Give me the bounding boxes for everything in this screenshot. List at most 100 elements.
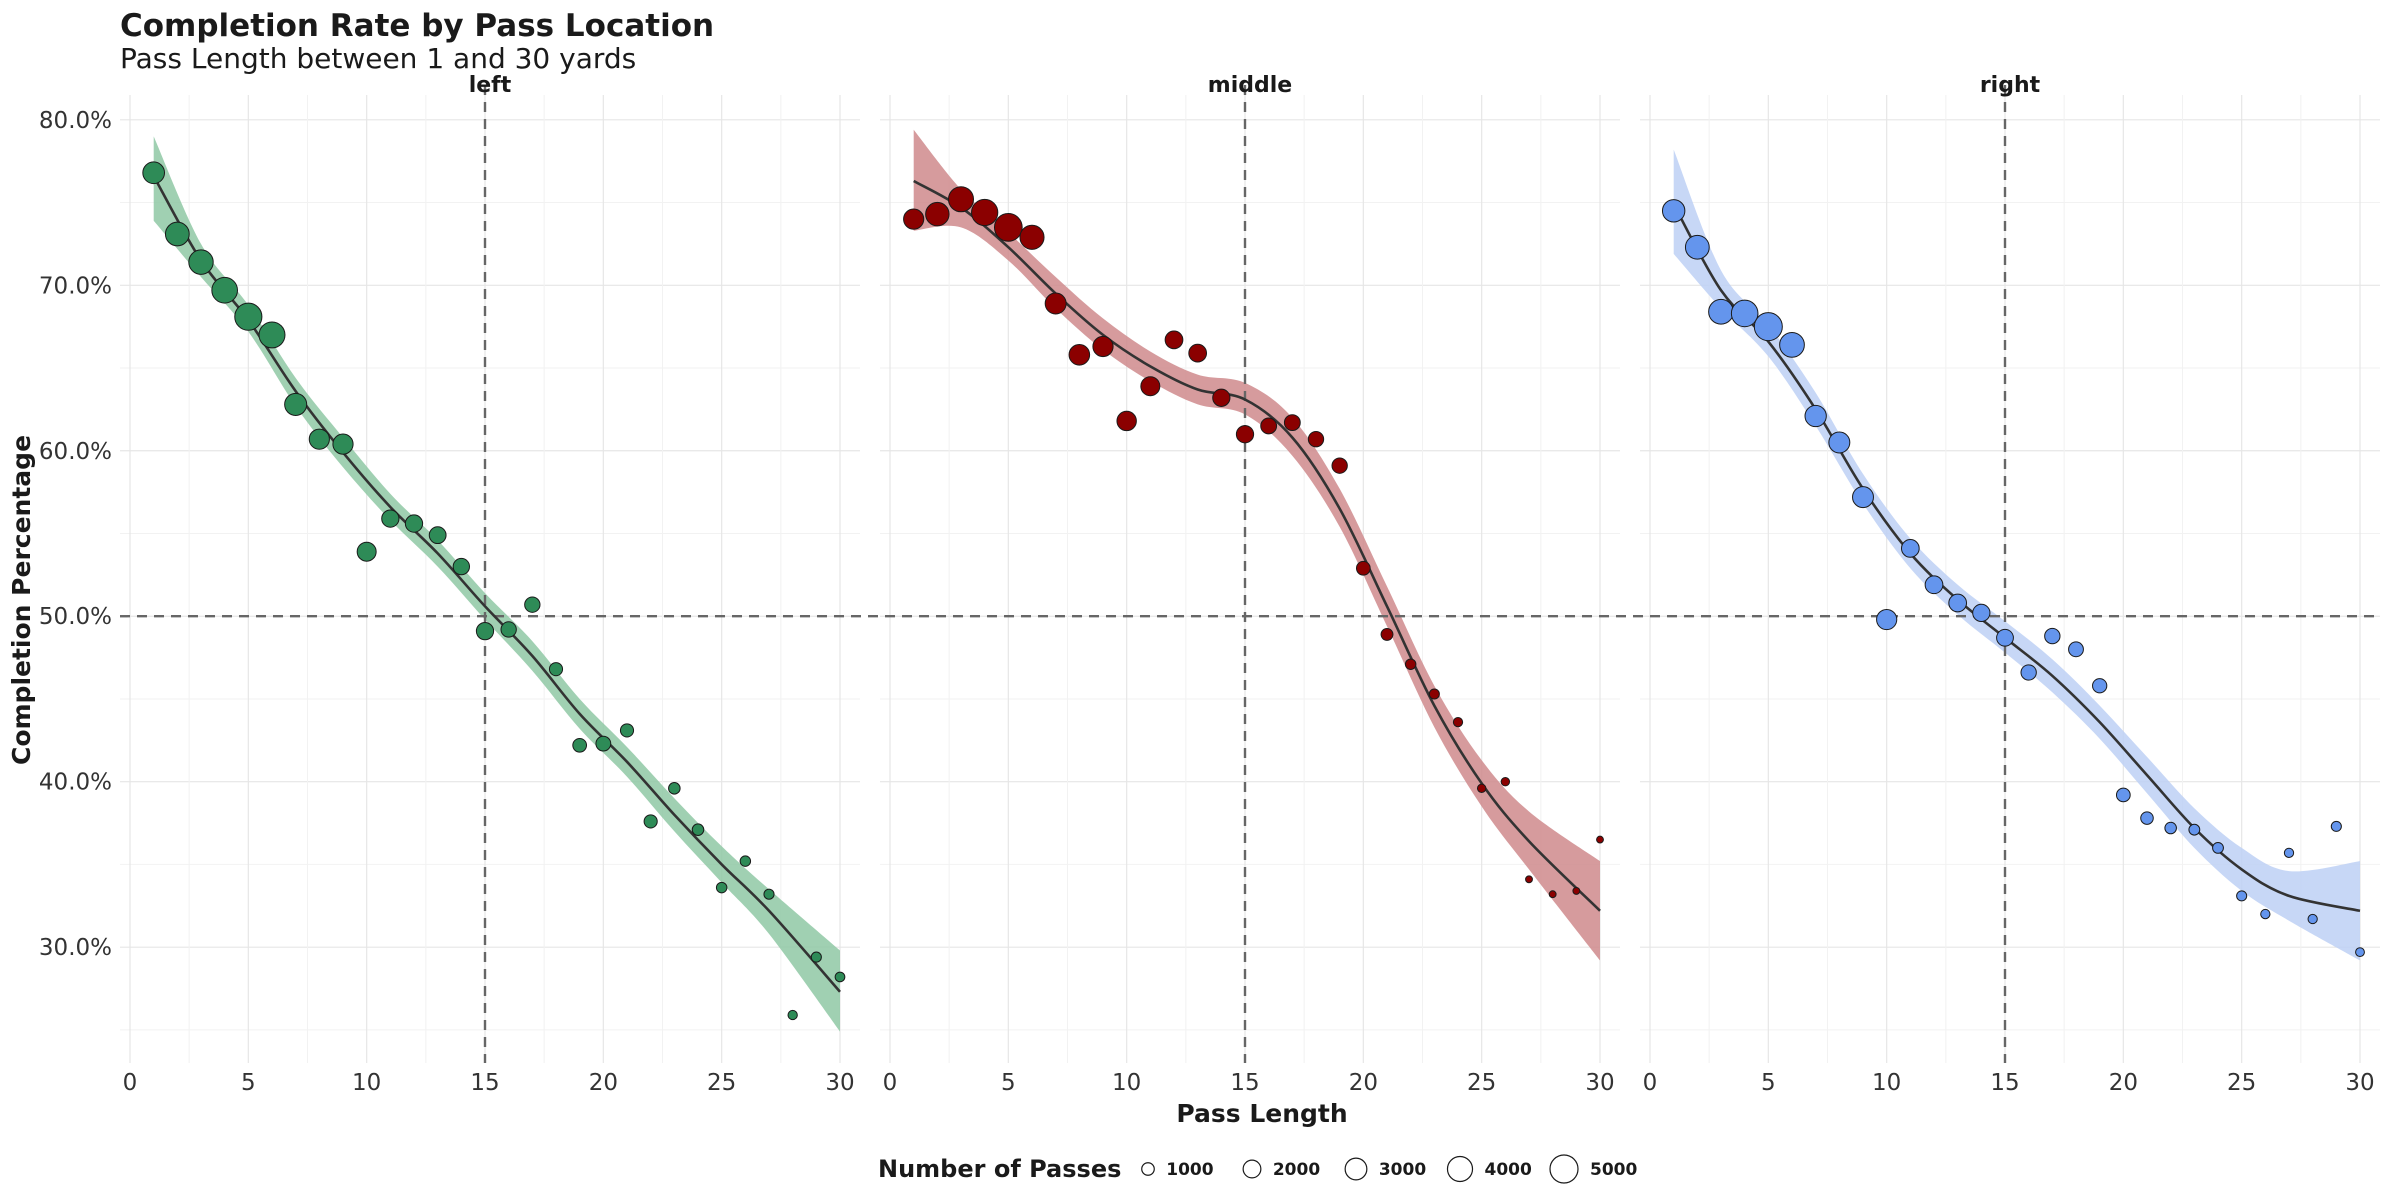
data-point [356, 541, 377, 562]
data-point [2115, 787, 2131, 803]
data-point [1307, 431, 1325, 448]
y-tick-label: 30.0% [39, 935, 112, 961]
x-tick-label: 20 [2109, 1070, 2138, 1096]
data-point [1708, 298, 1734, 325]
data-point [1212, 388, 1231, 407]
data-point [1876, 608, 1898, 631]
data-point [428, 526, 447, 545]
data-point [234, 302, 263, 331]
data-point [284, 392, 308, 416]
data-point [925, 201, 950, 227]
confidence-band-left [153, 136, 840, 1032]
y-tick-label: 60.0% [39, 439, 112, 465]
x-tick-label: 15 [1990, 1070, 2019, 1096]
y-tick-label: 50.0% [39, 604, 112, 630]
axis-labels: 30.0% 40.0% 50.0% 60.0% 70.0% 80.0% left 0 5 10 15… [39, 73, 2375, 1096]
data-point [258, 321, 286, 349]
y-tick-label: 80.0% [39, 108, 112, 134]
x-tick-label: 5 [1761, 1070, 1776, 1096]
data-point [691, 823, 705, 836]
x-tick-label: 0 [1643, 1070, 1658, 1096]
data-point [595, 735, 612, 752]
x-tick-label: 20 [589, 1070, 618, 1096]
data-point [1404, 658, 1417, 670]
data-point [2020, 664, 2037, 681]
data-point [1596, 835, 1604, 844]
panel-label-middle: middle [1208, 73, 1292, 98]
data-point [2164, 821, 2177, 835]
data-point [1852, 486, 1874, 509]
x-tick-label: 10 [1872, 1070, 1901, 1096]
data-point [971, 198, 999, 227]
data-point [1548, 890, 1557, 899]
x-tick-label: 10 [1112, 1070, 1141, 1096]
x-tick-label: 25 [707, 1070, 736, 1096]
grid-layer [120, 95, 2380, 1063]
data-point [1068, 344, 1091, 366]
data-point [332, 433, 354, 455]
data-point [1044, 292, 1067, 315]
data-point [1924, 575, 1944, 595]
data-point [2236, 890, 2248, 902]
data-point [2212, 841, 2224, 854]
chart-subtitle: Pass Length between 1 and 30 yards [120, 42, 636, 75]
x-axis-title: Pass Length [1176, 1099, 1347, 1128]
x-tick-label: 0 [123, 1070, 138, 1096]
x-tick-label: 0 [883, 1070, 898, 1096]
smooth-line-middle [913, 179, 1601, 912]
data-point [2283, 847, 2295, 858]
data-point [1525, 875, 1533, 884]
data-point [668, 782, 681, 795]
data-point [164, 221, 190, 247]
legend-key-label: 2000 [1273, 1160, 1320, 1180]
smooth-line-right [1672, 203, 2361, 913]
legend-key-circle [1446, 1155, 1474, 1183]
data-point [452, 557, 470, 576]
x-tick-label: 30 [1585, 1070, 1614, 1096]
data-point [903, 208, 925, 230]
chart-title: Completion Rate by Pass Location [120, 8, 714, 44]
data-point [500, 621, 517, 638]
data-point [1260, 417, 1278, 435]
data-point [1948, 593, 1968, 613]
data-point [1092, 335, 1114, 358]
data-point [2188, 823, 2201, 836]
legend-key-label: 1000 [1166, 1160, 1213, 1180]
data-point [548, 662, 564, 677]
x-tick-label: 10 [352, 1070, 381, 1096]
data-point [947, 186, 975, 213]
data-point [1572, 886, 1581, 895]
size-legend: 1000 2000 3000 4000 5000 [1141, 1154, 1637, 1184]
data-point [763, 888, 775, 900]
data-point [1283, 414, 1301, 432]
data-point [1140, 376, 1161, 397]
data-point [1235, 425, 1255, 444]
data-point [2044, 627, 2061, 645]
reference-lines [120, 85, 2380, 1063]
data-point [1804, 404, 1827, 428]
confidence-band-right [1673, 149, 2360, 961]
legend-key-label: 4000 [1485, 1160, 1532, 1180]
legend-key-circle [1242, 1159, 1262, 1179]
data-point [1331, 457, 1348, 474]
data-point [1164, 330, 1184, 350]
data-point [2307, 913, 2318, 925]
data-point [475, 621, 495, 641]
data-point [1828, 431, 1851, 454]
legend-key-label: 5000 [1590, 1160, 1637, 1180]
data-point [619, 723, 635, 738]
x-tick-label: 15 [470, 1070, 499, 1096]
legend-key-label: 3000 [1379, 1160, 1426, 1180]
data-point [715, 881, 728, 894]
data-point [834, 971, 846, 983]
data-point [1116, 410, 1137, 432]
data-point [787, 1009, 798, 1021]
legend-key-circle [1549, 1154, 1579, 1184]
data-point [211, 276, 238, 304]
data-point [142, 161, 166, 185]
data-point [404, 514, 424, 533]
data-point [1753, 312, 1783, 342]
x-tick-label: 25 [1467, 1070, 1496, 1096]
